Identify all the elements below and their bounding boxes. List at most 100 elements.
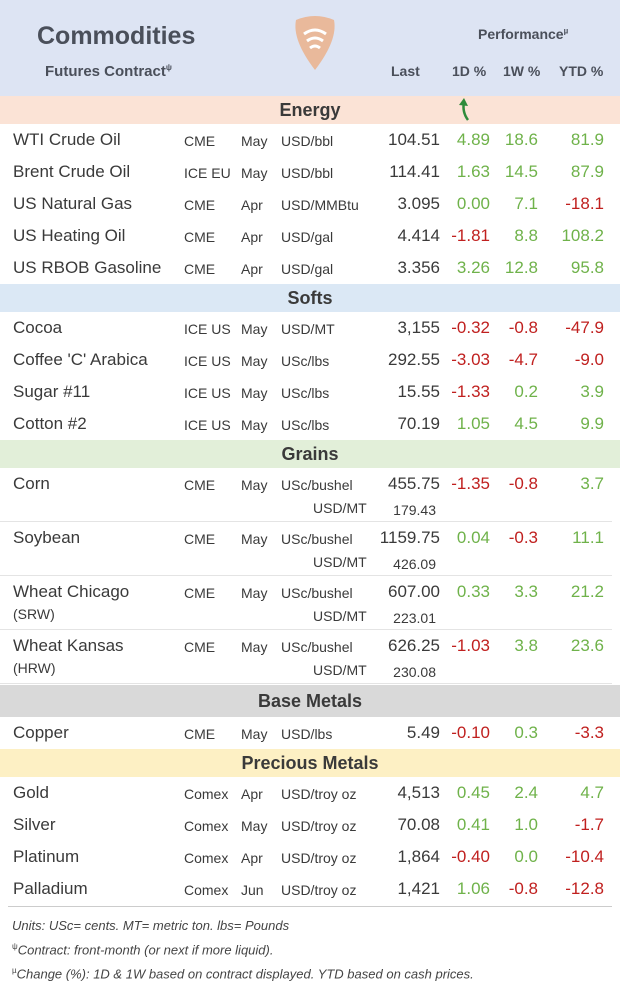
- header: Commodities Futures Contractψ Performanc…: [0, 0, 620, 96]
- commodity-name: Palladium: [13, 879, 88, 898]
- commodity-name: Brent Crude Oil: [13, 162, 131, 181]
- exchange: CME: [184, 585, 216, 601]
- unit: USc/bushel: [281, 639, 353, 655]
- footer-change-mark: µ: [12, 966, 17, 975]
- exchange: CME: [184, 726, 216, 742]
- last-price: 4.414: [397, 226, 440, 245]
- unit: USD/bbl: [281, 165, 334, 181]
- table-row: WTI Crude Oil CME May USD/bbl 104.51 4.89 18.6…: [0, 124, 612, 156]
- commodity-name: WTI Crude Oil: [13, 130, 121, 149]
- arrow-up-icon: [459, 98, 470, 121]
- col-1d: 1D %: [452, 63, 487, 79]
- last-price: 70.08: [397, 815, 440, 834]
- exchange: CME: [184, 261, 216, 277]
- subtitle-text: Futures Contract: [45, 63, 166, 80]
- alt-price: 230.08: [393, 664, 436, 680]
- contract-month: May: [241, 165, 268, 181]
- unit: USc/lbs: [281, 353, 330, 369]
- change-ytd: 23.6: [570, 636, 604, 655]
- change-1w: 18.6: [504, 130, 538, 149]
- performance-mark: µ: [563, 26, 569, 36]
- change-1w: 12.8: [504, 258, 538, 277]
- change-1w: 3.3: [514, 582, 538, 601]
- subtitle-mark: ψ: [165, 63, 172, 72]
- contract-month: May: [241, 321, 268, 337]
- commodity-name: US Heating Oil: [13, 226, 126, 245]
- contract-month: May: [241, 531, 268, 547]
- commodity-name: US Natural Gas: [13, 194, 133, 213]
- contract-month: May: [241, 639, 268, 655]
- table-row: Palladium Comex Jun USD/troy oz 1,421 1.06 -0.…: [0, 873, 612, 905]
- logo-icon: [295, 16, 335, 70]
- footer-divider: [8, 906, 612, 907]
- unit: USD/MT: [281, 321, 335, 337]
- commodity-grade: (SRW): [13, 606, 55, 622]
- table-row: Wheat Chicago (SRW) CME May USc/bushel 607.00…: [0, 576, 612, 630]
- commodity-name: Wheat Chicago: [13, 582, 130, 601]
- last-price: 1,864: [397, 847, 440, 866]
- last-price: 1,421: [397, 879, 440, 898]
- exchange: CME: [184, 229, 216, 245]
- change-1w: 7.1: [514, 194, 538, 213]
- contract-month: May: [241, 385, 268, 401]
- alt-unit: USD/MT: [313, 662, 367, 678]
- unit: USc/lbs: [281, 385, 330, 401]
- unit: USc/bushel: [281, 585, 353, 601]
- change-1d: -0.40: [451, 847, 490, 866]
- footer-contract: ψContract: front-month (or next if more …: [12, 942, 273, 957]
- contract-month: Apr: [241, 229, 263, 245]
- performance-heading: Performanceµ: [478, 26, 568, 42]
- unit: USD/MMBtu: [281, 197, 359, 213]
- exchange: ICE US: [184, 417, 231, 433]
- change-ytd: -12.8: [565, 879, 604, 898]
- table-row: Platinum Comex Apr USD/troy oz 1,864 -0.40 0.0…: [0, 841, 612, 873]
- last-price: 3,155: [397, 318, 440, 337]
- change-ytd: 9.9: [580, 414, 604, 433]
- col-last: Last: [391, 63, 420, 79]
- exchange: Comex: [184, 850, 229, 866]
- exchange: Comex: [184, 786, 229, 802]
- contract-month: Apr: [241, 261, 263, 277]
- commodity-name: Copper: [13, 723, 69, 742]
- commodity-name: Silver: [13, 815, 56, 834]
- exchange: CME: [184, 133, 216, 149]
- commodity-name: Sugar #11: [13, 382, 91, 401]
- contract-month: May: [241, 585, 268, 601]
- contract-month: May: [241, 818, 268, 834]
- last-price: 104.51: [388, 130, 440, 149]
- last-price: 70.19: [397, 414, 440, 433]
- change-1w: -0.8: [508, 318, 538, 337]
- change-ytd: -18.1: [565, 194, 604, 213]
- contract-month: May: [241, 726, 268, 742]
- change-1d: -3.03: [451, 350, 490, 369]
- change-ytd: -47.9: [565, 318, 604, 337]
- unit: USD/bbl: [281, 133, 334, 149]
- change-1w: 2.4: [514, 783, 538, 802]
- footer-change-text: Change (%): 1D & 1W based on contract di…: [16, 966, 474, 982]
- exchange: CME: [184, 477, 216, 493]
- change-ytd: -1.7: [574, 815, 604, 834]
- change-1w: 14.5: [504, 162, 538, 181]
- last-price: 114.41: [389, 162, 440, 181]
- page-title: Commodities: [37, 22, 196, 50]
- exchange: Comex: [184, 818, 229, 834]
- section-energy: Energy: [0, 96, 620, 124]
- col-1w: 1W %: [503, 63, 541, 79]
- change-1d: -1.33: [451, 382, 490, 401]
- alt-unit: USD/MT: [313, 608, 367, 624]
- last-price: 15.55: [397, 382, 440, 401]
- table-row: Sugar #11 ICE US May USc/lbs 15.55 -1.33 0.2 3.…: [0, 376, 612, 408]
- footer-change: µChange (%): 1D & 1W based on contract d…: [12, 966, 474, 981]
- commodity-name: Wheat Kansas: [13, 636, 124, 655]
- change-ytd: 3.7: [580, 474, 604, 493]
- change-1d: -0.10: [451, 723, 490, 742]
- table-row: Brent Crude Oil ICE EU May USD/bbl 114.41 1.6…: [0, 156, 612, 188]
- change-1d: -1.81: [451, 226, 490, 245]
- table-row: Cotton #2 ICE US May USc/lbs 70.19 1.05 4.5 9.9: [0, 408, 612, 440]
- contract-month: Apr: [241, 850, 263, 866]
- exchange: CME: [184, 531, 216, 547]
- commodity-name: Cotton #2: [13, 414, 87, 433]
- last-price: 455.75: [388, 474, 440, 493]
- footer-contract-mark: ψ: [12, 942, 18, 951]
- alt-unit: USD/MT: [313, 554, 367, 570]
